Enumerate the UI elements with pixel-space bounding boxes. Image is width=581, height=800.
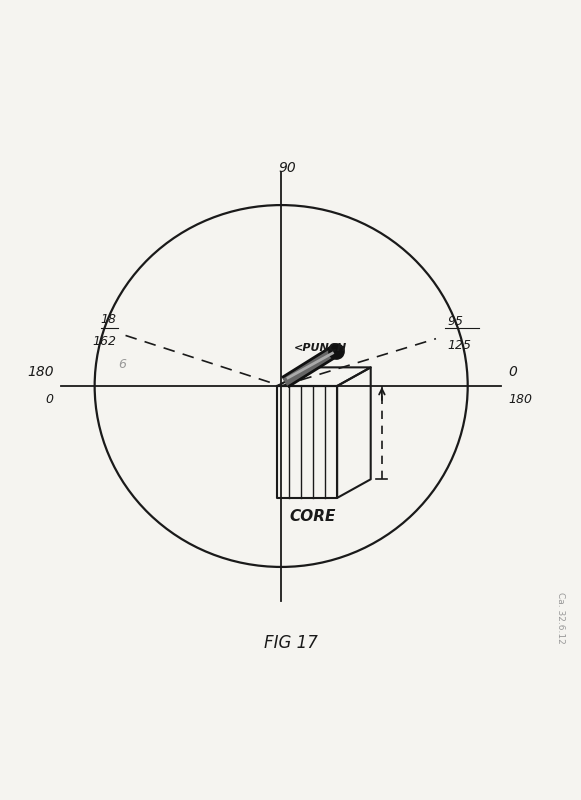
Text: 0: 0 [46, 394, 53, 406]
Text: 180: 180 [27, 365, 53, 378]
Text: 90: 90 [278, 162, 296, 175]
Text: 18: 18 [100, 313, 116, 326]
Text: <PUNCH: <PUNCH [294, 343, 347, 354]
Text: 6: 6 [118, 358, 126, 371]
Text: 95: 95 [447, 314, 463, 327]
Text: CORE: CORE [290, 509, 336, 524]
Text: 0: 0 [509, 365, 518, 378]
Text: 125: 125 [447, 338, 471, 352]
Text: 162: 162 [92, 335, 116, 349]
Text: 180: 180 [509, 394, 533, 406]
Text: FIG 17: FIG 17 [264, 634, 317, 652]
Text: Ca. 32.6.12: Ca. 32.6.12 [555, 592, 565, 643]
